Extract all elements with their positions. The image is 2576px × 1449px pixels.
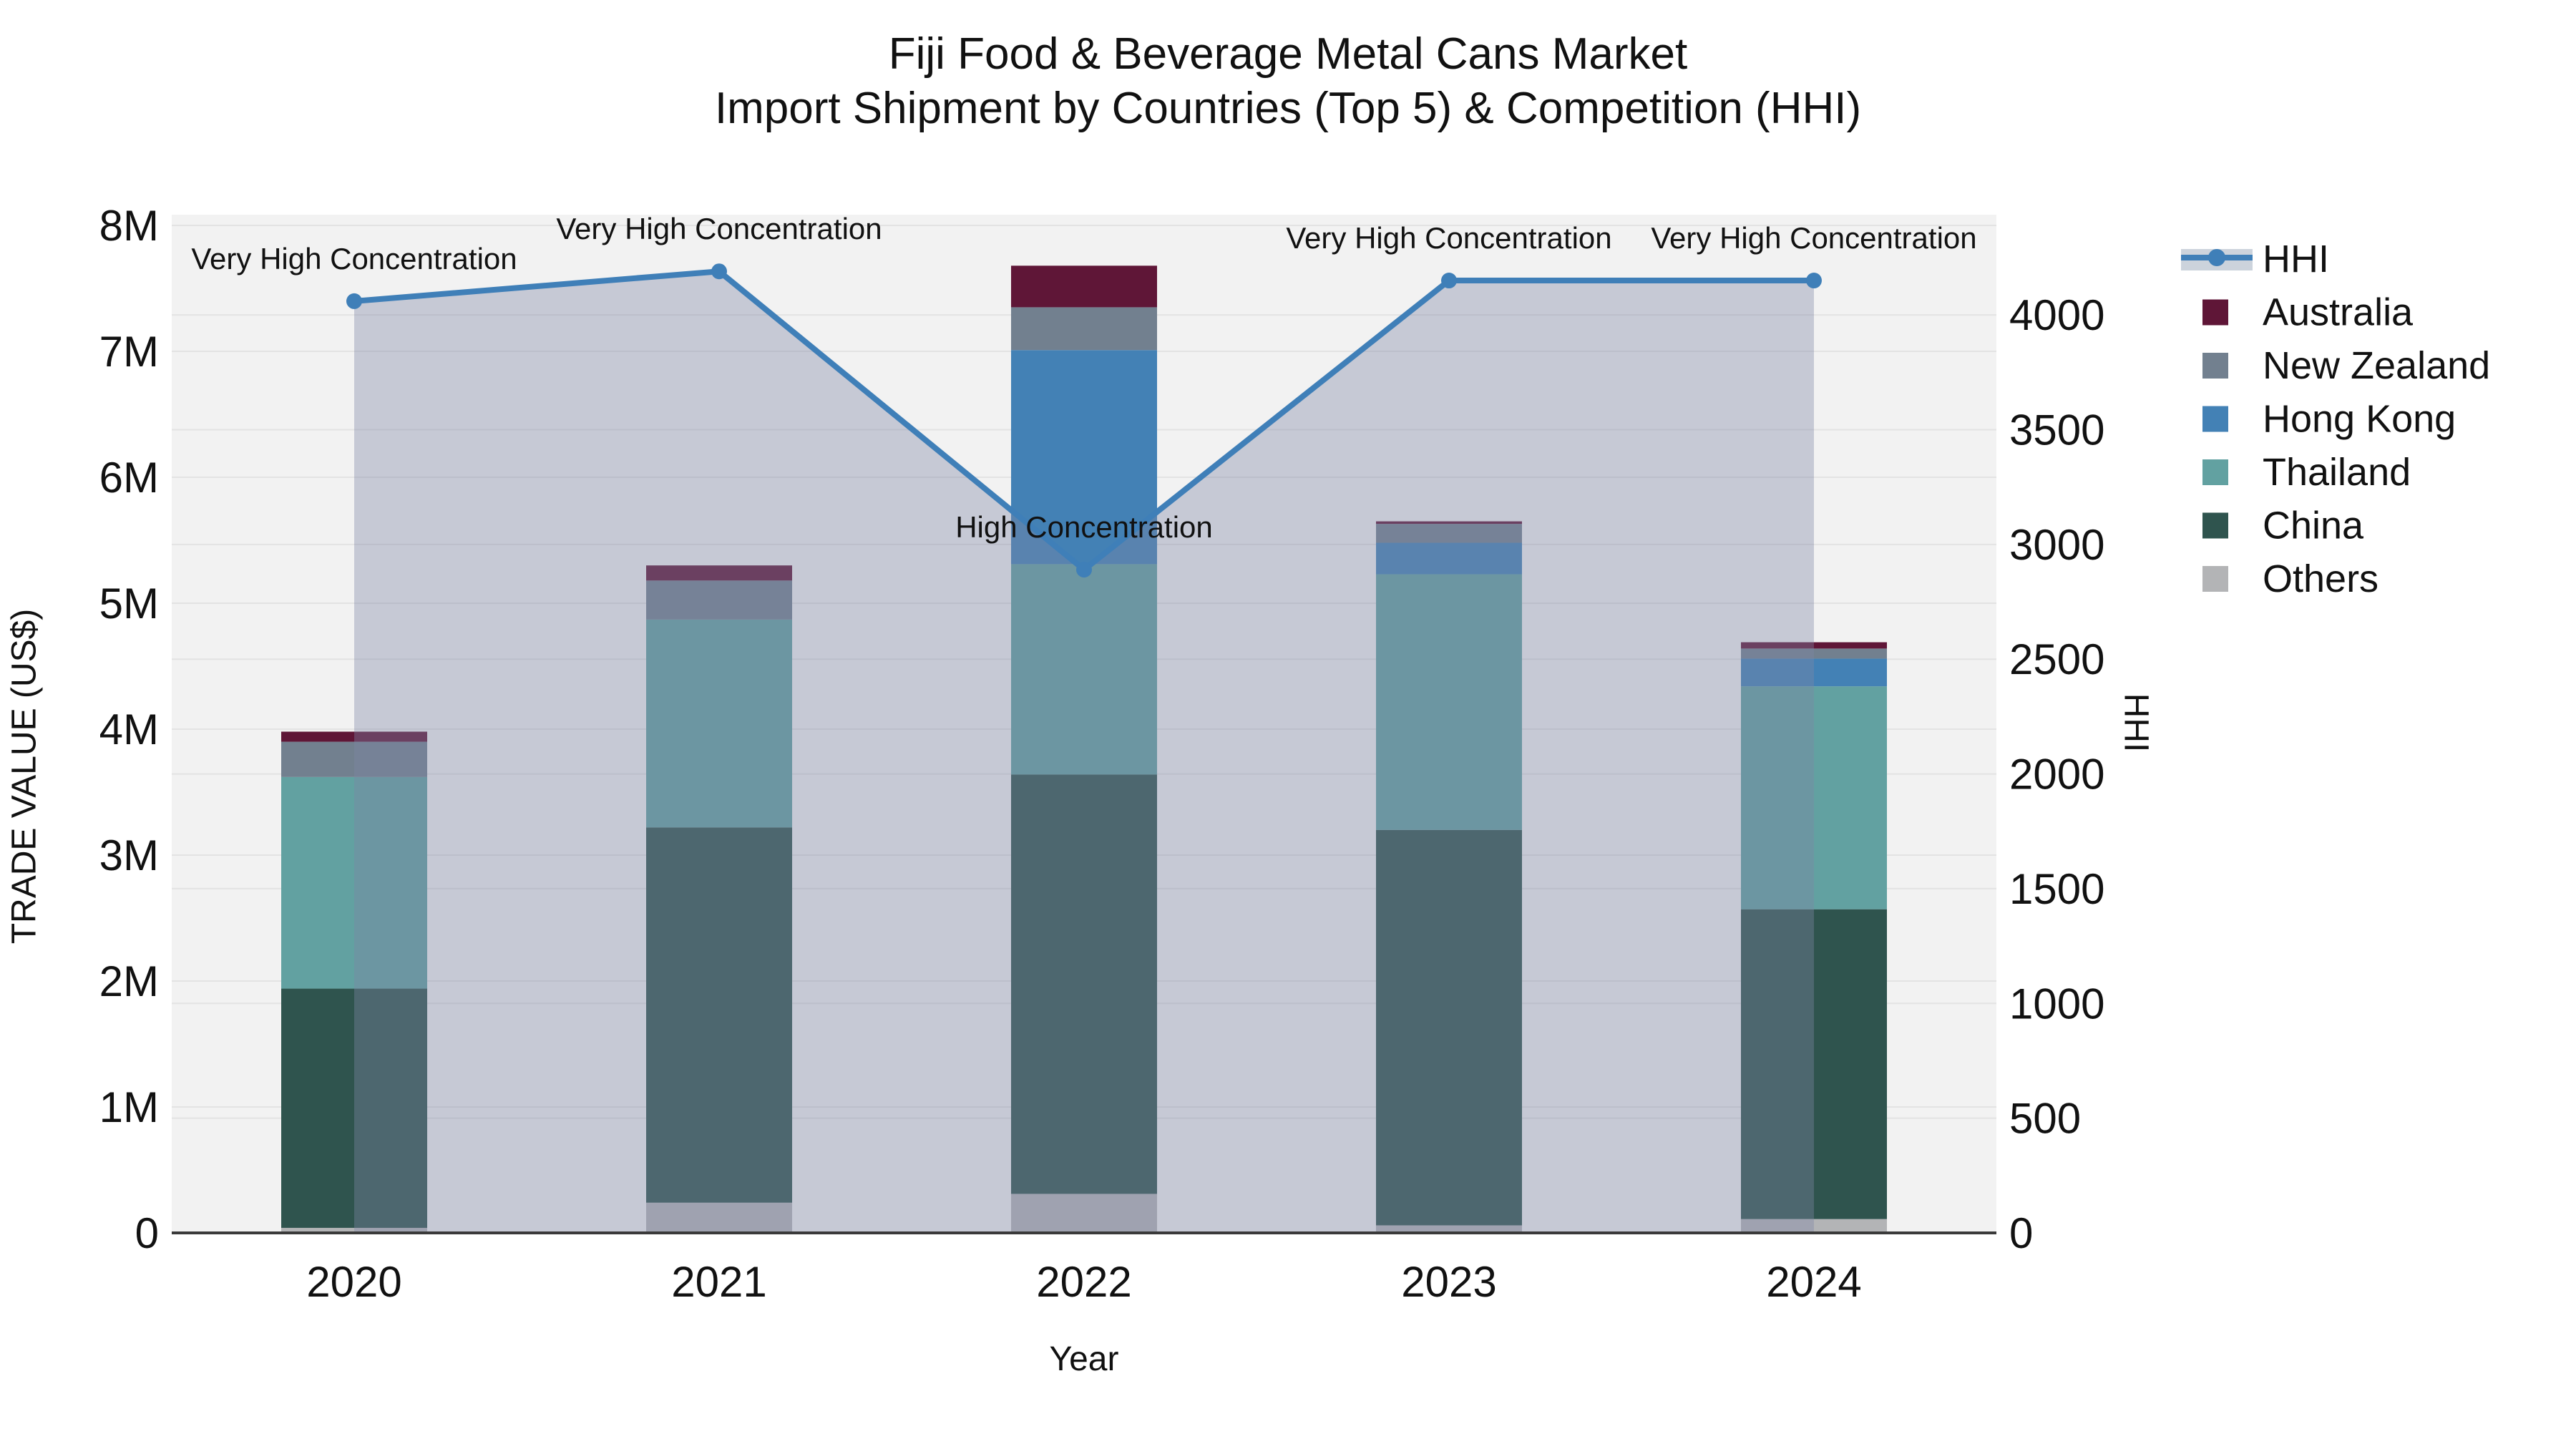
hhi-marker-2021[interactable] [711,263,727,280]
legend-label-new-zealand[interactable]: New Zealand [2263,344,2490,387]
bar-segment-new-zealand-2022[interactable] [1011,307,1157,351]
x-tick-2020[interactable]: 2020 [306,1258,401,1306]
y-tick-2M: 2M [99,957,159,1005]
bar-segment-china-2023[interactable] [1376,829,1522,1226]
legend-swatch-hong-kong [2202,406,2228,432]
bar-segment-thailand-2020[interactable] [281,776,427,989]
bar-segment-china-2020[interactable] [281,988,427,1228]
bar-segment-thailand-2022[interactable] [1011,564,1157,775]
bar-segment-china-2024[interactable] [1741,909,1887,1219]
bar-segment-australia-2024[interactable] [1741,642,1887,649]
y-tick-4M: 4M [99,706,159,753]
legend-swatch-hhi-marker [2208,249,2225,266]
y-tick-6M: 6M [99,454,159,502]
y-tick-3M: 3M [99,831,159,879]
bar-segment-thailand-2021[interactable] [646,619,792,828]
bar-segment-others-2020[interactable] [281,1227,427,1233]
legend-swatch-others [2202,566,2228,592]
legend-label-others[interactable]: Others [2263,557,2379,600]
y2-tick-2500: 2500 [2009,635,2104,683]
y-tick-0: 0 [135,1209,159,1257]
chart-title-line1: Fiji Food & Beverage Metal Cans Market [888,29,1688,79]
bar-segment-china-2021[interactable] [646,827,792,1203]
bar-segment-australia-2021[interactable] [646,565,792,581]
hhi-marker-2023[interactable] [1441,273,1457,289]
x-tick-2024[interactable]: 2024 [1766,1258,1861,1306]
annotation-2022: High Concentration [955,510,1213,544]
bar-segment-australia-2022[interactable] [1011,265,1157,308]
bar-segment-others-2023[interactable] [1376,1225,1522,1233]
legend-label-hong-kong[interactable]: Hong Kong [2263,398,2456,441]
bar-segment-thailand-2024[interactable] [1741,686,1887,909]
y2-tick-1500: 1500 [2009,865,2104,913]
annotation-2023: Very High Concentration [1286,221,1611,255]
legend-label-hhi[interactable]: HHI [2263,238,2329,280]
legend-label-china[interactable]: China [2263,504,2364,547]
y2-tick-500: 500 [2009,1095,2081,1143]
bar-segment-others-2022[interactable] [1011,1194,1157,1233]
legend-swatch-china [2202,512,2228,539]
bar-segment-new-zealand-2020[interactable] [281,741,427,777]
y-tick-1M: 1M [99,1083,159,1131]
y-tick-5M: 5M [99,580,159,628]
bar-segment-others-2024[interactable] [1741,1219,1887,1233]
bar-segment-new-zealand-2021[interactable] [646,580,792,620]
hhi-marker-2022[interactable] [1076,562,1092,578]
hhi-marker-2020[interactable] [346,293,362,309]
legend-label-australia[interactable]: Australia [2263,291,2414,334]
x-axis-label: Year [1049,1340,1119,1378]
annotation-2021: Very High Concentration [556,212,882,245]
y2-tick-1000: 1000 [2009,980,2104,1028]
annotation-2024: Very High Concentration [1651,221,1976,255]
legend-swatch-new-zealand [2202,353,2228,379]
y2-tick-2000: 2000 [2009,751,2104,799]
bar-segment-china-2022[interactable] [1011,774,1157,1194]
y2-tick-0: 0 [2009,1209,2033,1257]
y2-tick-3000: 3000 [2009,521,2104,569]
legend-swatch-australia [2202,299,2228,326]
y-tick-8M: 8M [99,202,159,250]
x-tick-2021[interactable]: 2021 [671,1258,766,1306]
y2-tick-4000: 4000 [2009,291,2104,339]
bar-segment-australia-2023[interactable] [1376,521,1522,525]
x-tick-2022[interactable]: 2022 [1036,1258,1131,1306]
hhi-area [354,271,1814,1233]
legend-label-thailand[interactable]: Thailand [2263,451,2411,494]
bar-segment-others-2021[interactable] [646,1202,792,1233]
bar-segment-thailand-2023[interactable] [1376,574,1522,830]
hhi-marker-2024[interactable] [1806,273,1822,289]
bar-segment-hong-kong-2024[interactable] [1741,658,1887,687]
y2-tick-3500: 3500 [2009,406,2104,454]
bar-segment-new-zealand-2023[interactable] [1376,524,1522,543]
bar-segment-new-zealand-2024[interactable] [1741,648,1887,659]
bar-segment-hong-kong-2023[interactable] [1376,542,1522,575]
annotation-2020: Very High Concentration [191,242,517,275]
x-tick-2023[interactable]: 2023 [1401,1258,1496,1306]
y-tick-7M: 7M [99,328,159,376]
legend-swatch-thailand [2202,459,2228,485]
bar-segment-australia-2020[interactable] [281,731,427,742]
chart-title: Fiji Food & Beverage Metal Cans Market I… [0,27,2576,135]
chart-title-line2: Import Shipment by Countries (Top 5) & C… [714,83,1862,133]
